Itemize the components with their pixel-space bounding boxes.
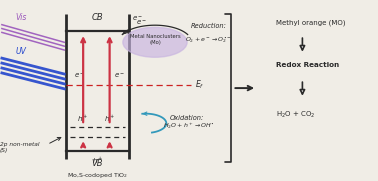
- Text: $e^-$: $e^-$: [132, 14, 143, 23]
- Text: CB: CB: [91, 13, 103, 22]
- Text: $e^-$: $e^-$: [114, 71, 125, 80]
- Text: Vis: Vis: [15, 13, 26, 22]
- Text: UV: UV: [15, 47, 26, 56]
- Text: $h^+$: $h^+$: [77, 113, 89, 124]
- Text: H$_2$O + CO$_2$: H$_2$O + CO$_2$: [276, 110, 316, 120]
- Circle shape: [123, 27, 187, 57]
- Text: $E_f$: $E_f$: [195, 78, 204, 91]
- Text: $O_2 + e^- \rightarrow O_2^{\bullet-}$: $O_2 + e^- \rightarrow O_2^{\bullet-}$: [185, 36, 232, 45]
- Text: $e^-$: $e^-$: [136, 18, 147, 27]
- Text: Metal Nanoclusters
(Mo): Metal Nanoclusters (Mo): [130, 34, 180, 45]
- Text: $e^-$: $e^-$: [74, 71, 85, 80]
- Text: $h^+$: $h^+$: [104, 113, 115, 124]
- Text: Mo,S-codoped TiO$_2$: Mo,S-codoped TiO$_2$: [67, 171, 128, 180]
- Text: Methyl orange (MO): Methyl orange (MO): [276, 20, 345, 26]
- Text: 2p non-metal
(S): 2p non-metal (S): [0, 142, 39, 153]
- Text: $H_2O + h^+ \rightarrow OH^{\bullet}$: $H_2O + h^+ \rightarrow OH^{\bullet}$: [163, 121, 214, 131]
- Text: Redox Reaction: Redox Reaction: [276, 62, 339, 68]
- Text: $h^+$: $h^+$: [91, 156, 103, 166]
- Text: Reduction:: Reduction:: [191, 23, 227, 30]
- Text: Oxidation:: Oxidation:: [170, 115, 204, 121]
- Text: VB: VB: [91, 159, 103, 169]
